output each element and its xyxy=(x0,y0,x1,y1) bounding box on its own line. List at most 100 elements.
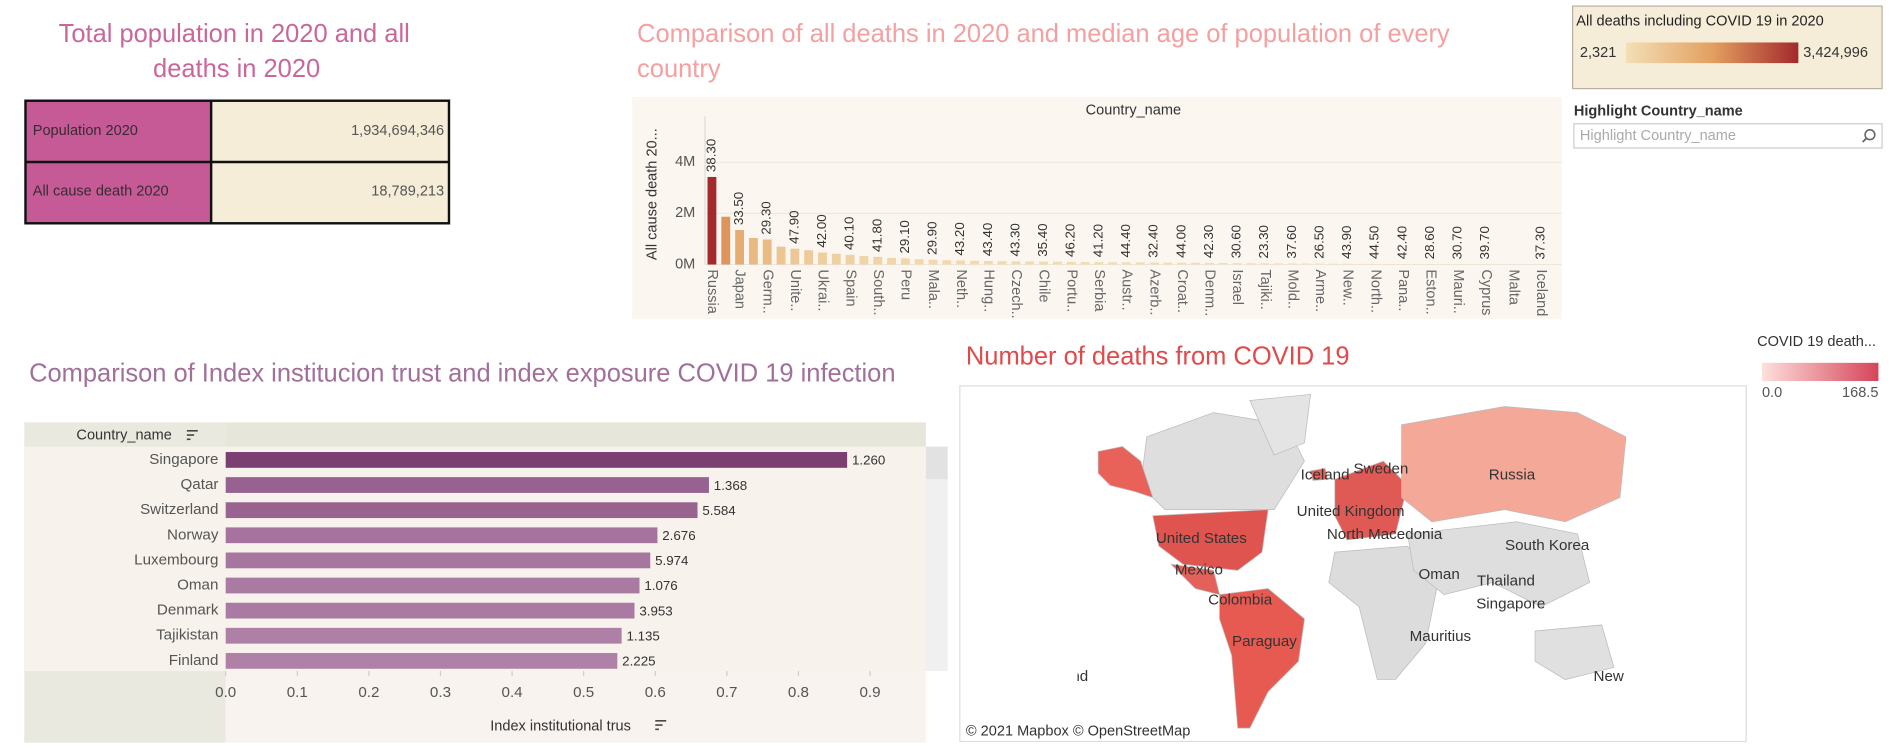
bar xyxy=(1384,263,1394,265)
legend-min: 2,321 xyxy=(1580,45,1616,61)
bar xyxy=(1094,262,1104,265)
x-tick-label: Japan xyxy=(732,269,748,309)
x-tick-label: Arme.. xyxy=(1312,269,1328,312)
median-age-label: 33.50 xyxy=(731,192,746,225)
x-tick-label: Tajiki.. xyxy=(1257,269,1273,309)
kpi-label: Population 2020 xyxy=(33,123,138,139)
bar xyxy=(818,252,827,265)
bar xyxy=(804,250,814,265)
bar xyxy=(225,652,618,669)
bar xyxy=(1149,262,1159,265)
legend-title: All deaths including COVID 19 in 2020 xyxy=(1576,14,1823,30)
median-age-label: 30.60 xyxy=(1229,225,1244,258)
y-axis-title: All cause death 20... xyxy=(645,128,661,260)
bar xyxy=(1108,262,1118,265)
bar xyxy=(1356,263,1366,265)
x-tick-label: Mold.. xyxy=(1284,269,1300,309)
x-tick-label: South.. xyxy=(870,269,886,315)
highlight-label: Highlight Country_name xyxy=(1574,103,1743,119)
bar-label: 1.368 xyxy=(714,478,747,493)
kpi-value: 1,934,694,346 xyxy=(351,123,444,139)
y-tick-label: Singapore xyxy=(149,451,218,468)
bar xyxy=(928,259,938,265)
x-tick-label: Ukrai.. xyxy=(815,269,831,311)
bar xyxy=(942,260,952,265)
bar-label: 1.076 xyxy=(644,578,677,593)
y-tick-label: Denmark xyxy=(157,602,219,619)
bar xyxy=(970,260,979,265)
x-tick-label: Austr.. xyxy=(1119,269,1135,310)
y-tick-label: Tajikistan xyxy=(156,627,218,644)
bar xyxy=(225,602,635,619)
scrollbar[interactable] xyxy=(925,446,948,480)
kpi-title-1: Total population in 2020 and all xyxy=(59,20,410,48)
x-tick-label: Iceland xyxy=(1533,269,1549,316)
bar-title-1: Comparison of all deaths in 2020 and med… xyxy=(637,20,1450,48)
median-age-label: 40.10 xyxy=(842,217,857,250)
x-tick-label: 0.1 xyxy=(287,684,308,701)
x-tick-label: Croat.. xyxy=(1174,269,1190,313)
bar xyxy=(845,254,855,265)
highlight-placeholder: Highlight Country_name xyxy=(1580,128,1736,144)
kpi-label: All cause death 2020 xyxy=(33,184,169,200)
sort-icon[interactable] xyxy=(186,430,198,441)
bar-label: 1.260 xyxy=(852,453,885,468)
y-tick-label: 2M xyxy=(675,205,695,221)
bar xyxy=(225,627,622,644)
map-legend-gradient xyxy=(1761,362,1879,382)
bar xyxy=(997,261,1007,265)
bar xyxy=(225,477,709,493)
x-tick-label: Mauri.. xyxy=(1450,269,1466,313)
map-label: South Korea xyxy=(1505,537,1590,554)
x-tick-label: Israel xyxy=(1229,269,1245,305)
x-tick-label: Spain xyxy=(842,269,858,306)
bar xyxy=(983,260,993,265)
median-age-label: 43.90 xyxy=(1339,226,1354,259)
bar-panel xyxy=(632,97,1562,320)
bar xyxy=(225,577,640,594)
sort-icon[interactable] xyxy=(655,720,667,731)
map-legend-max: 168.5 xyxy=(1842,385,1878,401)
map-label: Colombia xyxy=(1208,592,1273,609)
median-age-label: 46.20 xyxy=(1063,224,1078,257)
median-age-label: 32.40 xyxy=(1146,224,1161,257)
map-label: Paraguay xyxy=(1232,633,1297,650)
bar xyxy=(735,230,744,265)
y-tick-label: Luxembourg xyxy=(134,551,218,568)
highlight-input[interactable] xyxy=(1573,123,1883,149)
x-tick-label: 0.4 xyxy=(502,684,523,701)
bar xyxy=(887,257,896,265)
map-labels: Russia Iceland Sweden United Kingdom North M… xyxy=(1078,461,1626,686)
x-tick-label: Chile xyxy=(1036,269,1052,302)
x-axis-title: Country_name xyxy=(1086,102,1181,118)
x-tick-label: Azerb.. xyxy=(1146,269,1162,315)
bar-label: 2.676 xyxy=(662,528,695,543)
bar xyxy=(900,258,910,265)
map-label: Singapore xyxy=(1476,595,1545,612)
bar xyxy=(1274,263,1283,265)
kpi-title-2: deaths in 2020 xyxy=(153,55,320,83)
bar-label: 5.974 xyxy=(655,553,689,568)
y-axis-title: Country_name xyxy=(76,427,171,443)
median-age-label: 37.60 xyxy=(1284,225,1299,258)
map-label: United States xyxy=(1156,530,1247,547)
bar xyxy=(1260,263,1270,265)
median-age-label: 29.30 xyxy=(759,201,774,234)
median-age-label: 28.60 xyxy=(1422,226,1437,259)
bar xyxy=(1025,261,1035,265)
bar xyxy=(1315,263,1325,265)
x-tick-label: North.. xyxy=(1367,269,1383,313)
map-label: Thailand xyxy=(1477,572,1535,589)
bar xyxy=(225,502,698,519)
bar xyxy=(1218,263,1228,265)
x-tick-label: 0.6 xyxy=(645,684,666,701)
median-age-label: 42.00 xyxy=(814,214,829,247)
median-age-label: 35.40 xyxy=(1035,223,1050,256)
map-title: Number of deaths from COVID 19 xyxy=(966,343,1350,371)
bar xyxy=(873,256,883,265)
bar xyxy=(1177,262,1187,265)
x-tick-label: New.. xyxy=(1340,269,1356,305)
kpi-value: 18,789,213 xyxy=(371,184,444,200)
